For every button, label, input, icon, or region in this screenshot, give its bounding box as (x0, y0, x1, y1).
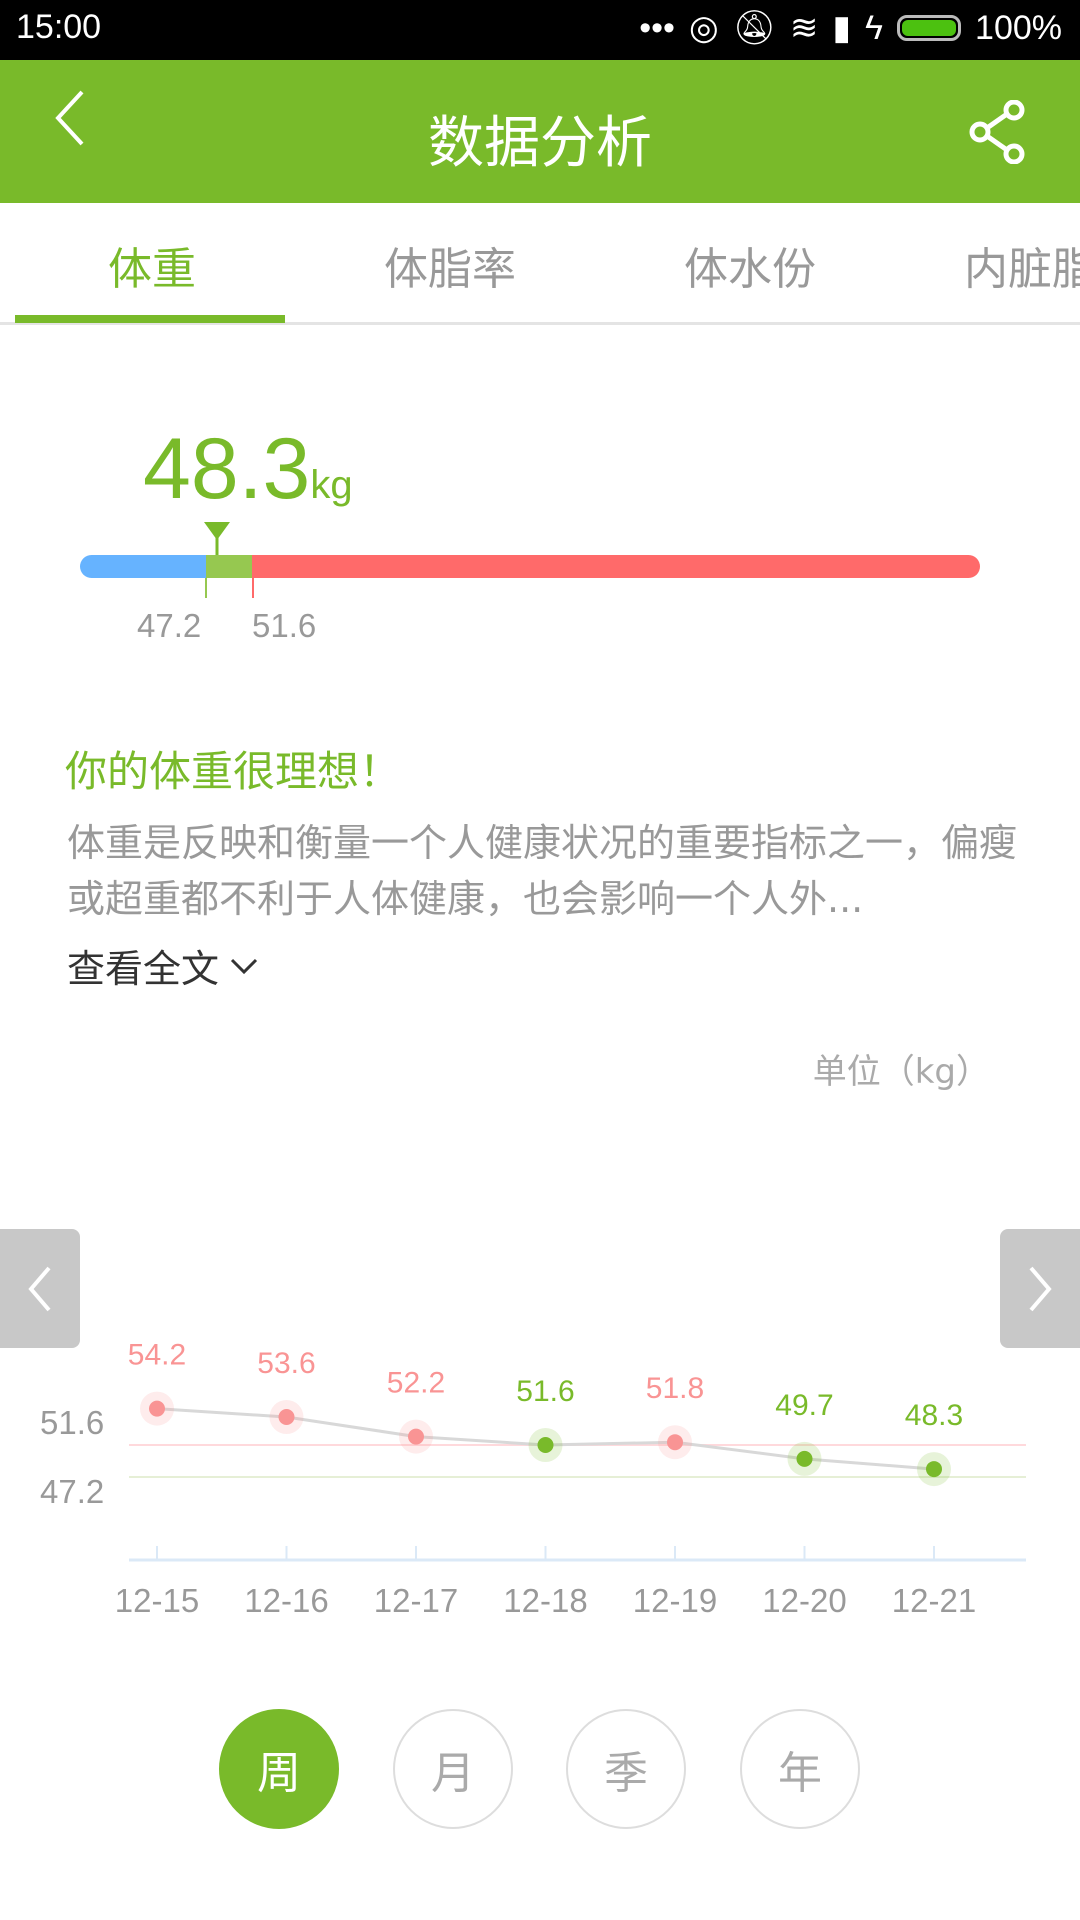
range-high-tick (252, 578, 254, 598)
read-more-label: 查看全文 (67, 947, 220, 991)
chevron-left-icon (28, 1266, 51, 1311)
x-axis-label: 12-17 (374, 1582, 458, 1619)
status-bar: 15:00 ••• ◎ 🔕︎ ≋ ▮ ϟ 100% (0, 0, 1080, 60)
wifi-icon: ≋ (789, 9, 819, 47)
y-axis-label: 51.6 (40, 1404, 104, 1441)
period-week-button[interactable]: 周 (219, 1709, 339, 1829)
data-label: 54.2 (128, 1340, 186, 1372)
x-axis-label: 12-15 (115, 1582, 199, 1619)
advice-title: 你的体重很理想！ (65, 747, 402, 796)
tab-body-fat[interactable]: 体脂率 (384, 244, 516, 295)
chevron-down-icon (230, 958, 258, 974)
range-normal (206, 555, 252, 578)
period-month-button[interactable]: 月 (393, 1709, 513, 1829)
data-label: 48.3 (905, 1399, 963, 1432)
x-axis-label: 12-16 (244, 1582, 328, 1619)
data-point (926, 1461, 942, 1478)
advice-text: 体重是反映和衡量一个人健康状况的重要指标之一，偏瘦或超重都不利于人体健康，也会影… (67, 821, 1018, 921)
data-point (278, 1409, 295, 1425)
data-label: 49.7 (775, 1389, 833, 1422)
read-more-link[interactable]: 查看全文 (67, 938, 259, 993)
weight-value: 48.3 (143, 421, 311, 517)
hotspot-icon: ◎ (688, 9, 719, 47)
prev-week-button[interactable] (0, 1229, 80, 1348)
charging-icon: ϟ (865, 8, 884, 47)
weight-unit: kg (310, 463, 353, 507)
y-axis-label: 47.2 (40, 1473, 104, 1510)
x-axis-label: 12-18 (503, 1582, 587, 1619)
tab-weight[interactable]: 体重 (108, 244, 196, 295)
x-axis-label: 12-21 (892, 1582, 976, 1619)
battery-percent: 100% (975, 8, 1062, 47)
data-point (796, 1450, 813, 1467)
status-time: 15:00 (16, 8, 102, 46)
range-low-label: 47.2 (137, 607, 202, 644)
weight-trend-chart: 51.6 47.2 54.2 12-15 53.6 12-16 52.2 12-17 51.6 1… (40, 1340, 1026, 1619)
signal-icon: ▮ (832, 9, 852, 47)
range-low-tick (205, 578, 207, 598)
data-point (408, 1428, 424, 1445)
data-label: 52.2 (387, 1367, 445, 1400)
active-tab-indicator (15, 315, 285, 323)
tab-visceral-fat[interactable]: 内脏脂 (964, 244, 1080, 295)
battery-icon (897, 15, 962, 41)
more-dots-icon: ••• (639, 8, 675, 47)
range-high-label: 51.6 (252, 607, 317, 644)
app-header: 数据分析 (0, 60, 1080, 203)
data-label: 51.6 (516, 1375, 574, 1408)
period-year-button[interactable]: 年 (740, 1709, 860, 1829)
period-quarter-button[interactable]: 季 (566, 1709, 686, 1829)
data-point (149, 1400, 165, 1417)
data-point (667, 1434, 683, 1451)
current-weight: 48.3kg (143, 420, 353, 519)
data-label: 51.8 (646, 1372, 704, 1405)
range-overweight (252, 555, 980, 578)
next-week-button[interactable] (1000, 1229, 1080, 1348)
back-button[interactable] (50, 88, 90, 148)
page-title: 数据分析 (428, 111, 652, 176)
share-icon[interactable] (968, 100, 1028, 164)
x-axis-label: 12-19 (633, 1582, 717, 1619)
data-label: 53.6 (257, 1347, 315, 1380)
status-icons: ••• ◎ 🔕︎ ≋ ▮ ϟ 100% (639, 8, 1062, 48)
chevron-right-icon (1029, 1266, 1052, 1311)
unit-label: 单位（kg） (812, 1052, 990, 1092)
metric-tabs: 体重 体脂率 体水份 内脏脂 (0, 203, 1080, 325)
data-point (537, 1437, 554, 1453)
range-underweight (80, 555, 215, 578)
tab-body-water[interactable]: 体水份 (684, 244, 816, 295)
x-axis-label: 12-20 (762, 1582, 846, 1619)
mute-bell-icon: 🔕︎ (732, 9, 776, 47)
